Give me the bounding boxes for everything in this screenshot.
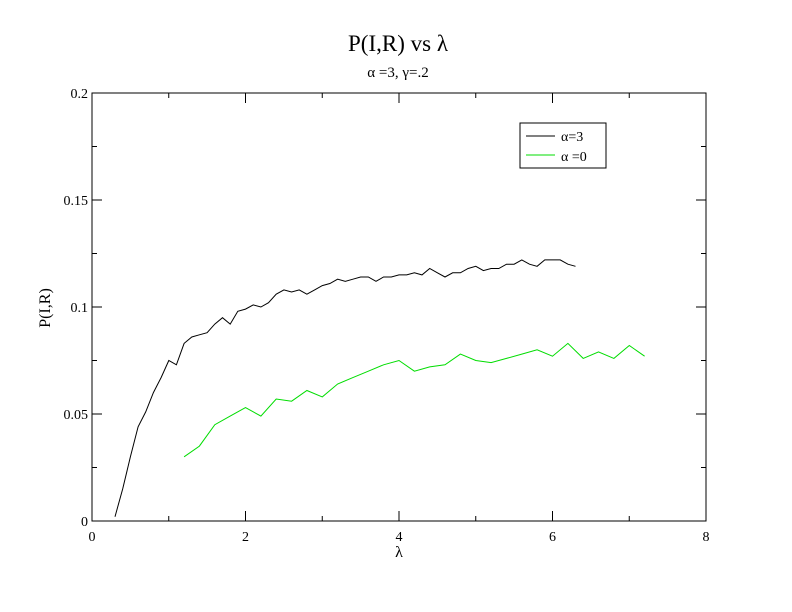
y-tick-label: 0 bbox=[81, 515, 88, 530]
chart-subtitle: α =3, γ=.2 bbox=[367, 65, 428, 81]
legend-box bbox=[519, 122, 607, 169]
legend-label-alpha-0: α =0 bbox=[561, 150, 587, 165]
y-tick-label: 0.1 bbox=[71, 301, 89, 316]
series-line-0 bbox=[114, 259, 576, 517]
legend-label-alpha-3: α=3 bbox=[561, 130, 583, 145]
y-axis-ticks: 0 0.05 0.1 0.15 0.2 bbox=[64, 87, 706, 530]
legend: α=3 α =0 bbox=[519, 122, 607, 169]
x-tick-label: 0 bbox=[89, 530, 96, 545]
x-axis-label: λ bbox=[395, 544, 403, 561]
x-tick-label: 2 bbox=[242, 530, 249, 545]
x-axis-ticks: 0 2 4 6 8 bbox=[89, 93, 710, 545]
chart-title: P(I,R) vs λ bbox=[348, 31, 449, 56]
x-tick-label: 8 bbox=[703, 530, 710, 545]
series-line-1 bbox=[183, 342, 645, 458]
x-tick-label: 6 bbox=[549, 530, 556, 545]
y-tick-label: 0.2 bbox=[71, 87, 89, 102]
x-tick-label: 4 bbox=[396, 530, 403, 545]
y-tick-label: 0.15 bbox=[64, 194, 89, 209]
y-axis-label: P(I,R) bbox=[37, 288, 54, 328]
y-tick-label: 0.05 bbox=[64, 408, 89, 423]
series-layer bbox=[114, 259, 645, 517]
